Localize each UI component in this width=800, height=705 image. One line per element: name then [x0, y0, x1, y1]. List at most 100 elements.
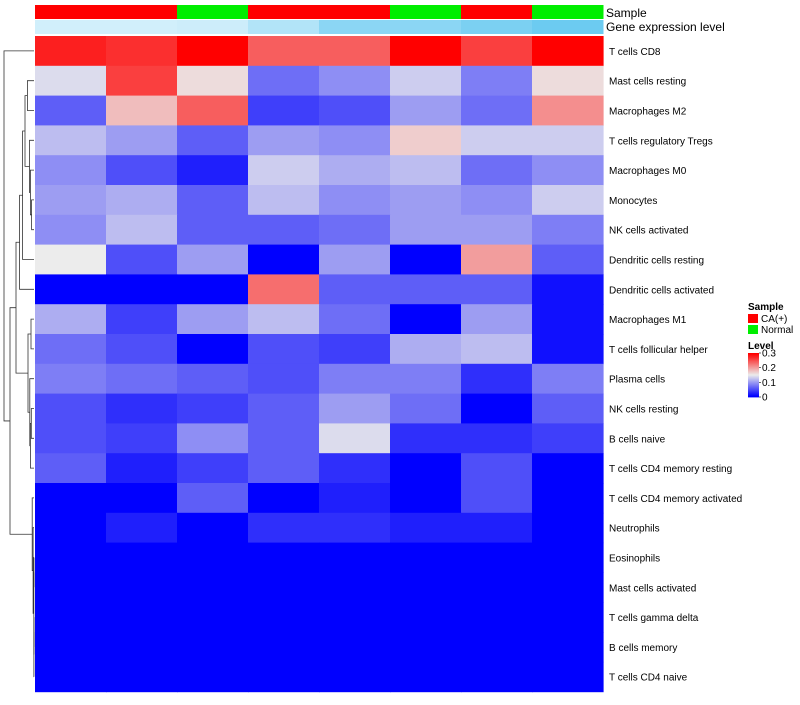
heatmap-cell — [177, 304, 249, 334]
heatmap-cell — [177, 483, 249, 513]
heatmap-cell — [106, 304, 178, 334]
colorbar-segment — [748, 396, 759, 398]
heatmap-cell — [35, 543, 107, 573]
heatmap-cell — [532, 245, 604, 275]
heatmap-cell — [35, 334, 107, 364]
heatmap-cell — [319, 394, 391, 424]
sample-annotation-cell — [319, 5, 391, 19]
heatmap-cell — [177, 543, 249, 573]
row-label: Monocytes — [609, 196, 657, 207]
heatmap-cell — [35, 572, 107, 602]
heatmap-cell — [461, 334, 533, 364]
heatmap-cell — [390, 274, 462, 304]
heatmap-cell — [461, 513, 533, 543]
dendrogram-branch — [4, 51, 34, 421]
heatmap-cell — [106, 632, 178, 662]
dendrogram-branch — [27, 81, 34, 111]
heatmap-cell — [532, 36, 604, 66]
heatmap-cell — [461, 364, 533, 394]
heatmap-cell — [35, 632, 107, 662]
heatmap-cell — [319, 304, 391, 334]
heatmap-cell — [177, 66, 249, 96]
heatmap-cell — [461, 483, 533, 513]
heatmap-cell — [461, 572, 533, 602]
expression-annotation-cell — [106, 20, 178, 34]
row-label: NK cells resting — [609, 405, 678, 416]
heatmap-cell — [106, 334, 178, 364]
heatmap-cell — [390, 364, 462, 394]
heatmap-cell — [35, 364, 107, 394]
heatmap-cell — [319, 602, 391, 632]
heatmap-cell — [319, 423, 391, 453]
row-label: T cells follicular helper — [609, 345, 708, 356]
colorbar-tick-label: 0 — [762, 393, 768, 404]
heatmap-cell — [106, 513, 178, 543]
heatmap-cell — [35, 185, 107, 215]
expression-annotation-cell — [248, 20, 320, 34]
heatmap-cell — [319, 185, 391, 215]
heatmap-cell — [248, 215, 320, 245]
heatmap-cell — [532, 66, 604, 96]
heatmap-cell — [319, 543, 391, 573]
sample-annotation-cell — [390, 5, 462, 19]
heatmap-cell — [319, 155, 391, 185]
heatmap-cell — [106, 96, 178, 126]
heatmap-cell — [35, 602, 107, 632]
heatmap-cell — [177, 96, 249, 126]
heatmap-cell — [248, 543, 320, 573]
heatmap-cell — [461, 155, 533, 185]
heatmap-cell — [532, 423, 604, 453]
row-label: T cells CD4 memory resting — [609, 464, 732, 475]
sample-annotation-cell — [461, 5, 533, 19]
heatmap-cell — [461, 602, 533, 632]
legend-label-normal: Normal — [761, 325, 793, 336]
colorbar: 0.30.20.10 — [748, 349, 776, 404]
heatmap-cell — [106, 36, 178, 66]
row-label: Plasma cells — [609, 375, 665, 386]
heatmap-cell — [532, 185, 604, 215]
legends: Sample CA(+) Normal Level 0.30.20.10 — [748, 302, 793, 404]
heatmap-cell — [532, 572, 604, 602]
heatmap-cell — [35, 662, 107, 692]
dendrogram-branch — [16, 242, 28, 373]
heatmap-cell — [532, 513, 604, 543]
heatmap-cell — [106, 66, 178, 96]
heatmap-cell — [106, 602, 178, 632]
row-label: T cells CD8 — [609, 47, 661, 58]
row-dendrogram — [4, 51, 34, 677]
legend-label-ca: CA(+) — [761, 314, 787, 325]
dendrogram-branch — [31, 319, 34, 349]
heatmap-cell — [35, 66, 107, 96]
row-label: NK cells activated — [609, 226, 688, 237]
heatmap-cell — [390, 423, 462, 453]
heatmap-cell — [461, 245, 533, 275]
heatmap-cell — [248, 662, 320, 692]
heatmap-cell — [461, 125, 533, 155]
colorbar-tick-label: 0.1 — [762, 378, 776, 389]
heatmap-cell — [35, 423, 107, 453]
row-label: Eosinophils — [609, 554, 660, 565]
heatmap-cell — [106, 155, 178, 185]
heatmap-cell — [390, 602, 462, 632]
heatmap-cell — [106, 483, 178, 513]
heatmap-cell — [35, 483, 107, 513]
heatmap-cell — [461, 423, 533, 453]
heatmap-cell — [248, 602, 320, 632]
heatmap-cell — [461, 185, 533, 215]
annotation-labels: Sample Gene expression level — [606, 6, 725, 34]
heatmap-cell — [177, 572, 249, 602]
heatmap-cell — [177, 185, 249, 215]
dendrogram-branch — [23, 131, 34, 260]
heatmap-cell — [390, 66, 462, 96]
heatmap-cell — [461, 394, 533, 424]
row-label: Macrophages M1 — [609, 315, 687, 326]
heatmap-cell — [532, 483, 604, 513]
heatmap-cell — [106, 185, 178, 215]
sample-annotation-cell — [248, 5, 320, 19]
heatmap-cell — [532, 215, 604, 245]
legend-swatch-normal — [748, 325, 758, 334]
heatmap-cell — [106, 274, 178, 304]
heatmap-cell — [106, 453, 178, 483]
